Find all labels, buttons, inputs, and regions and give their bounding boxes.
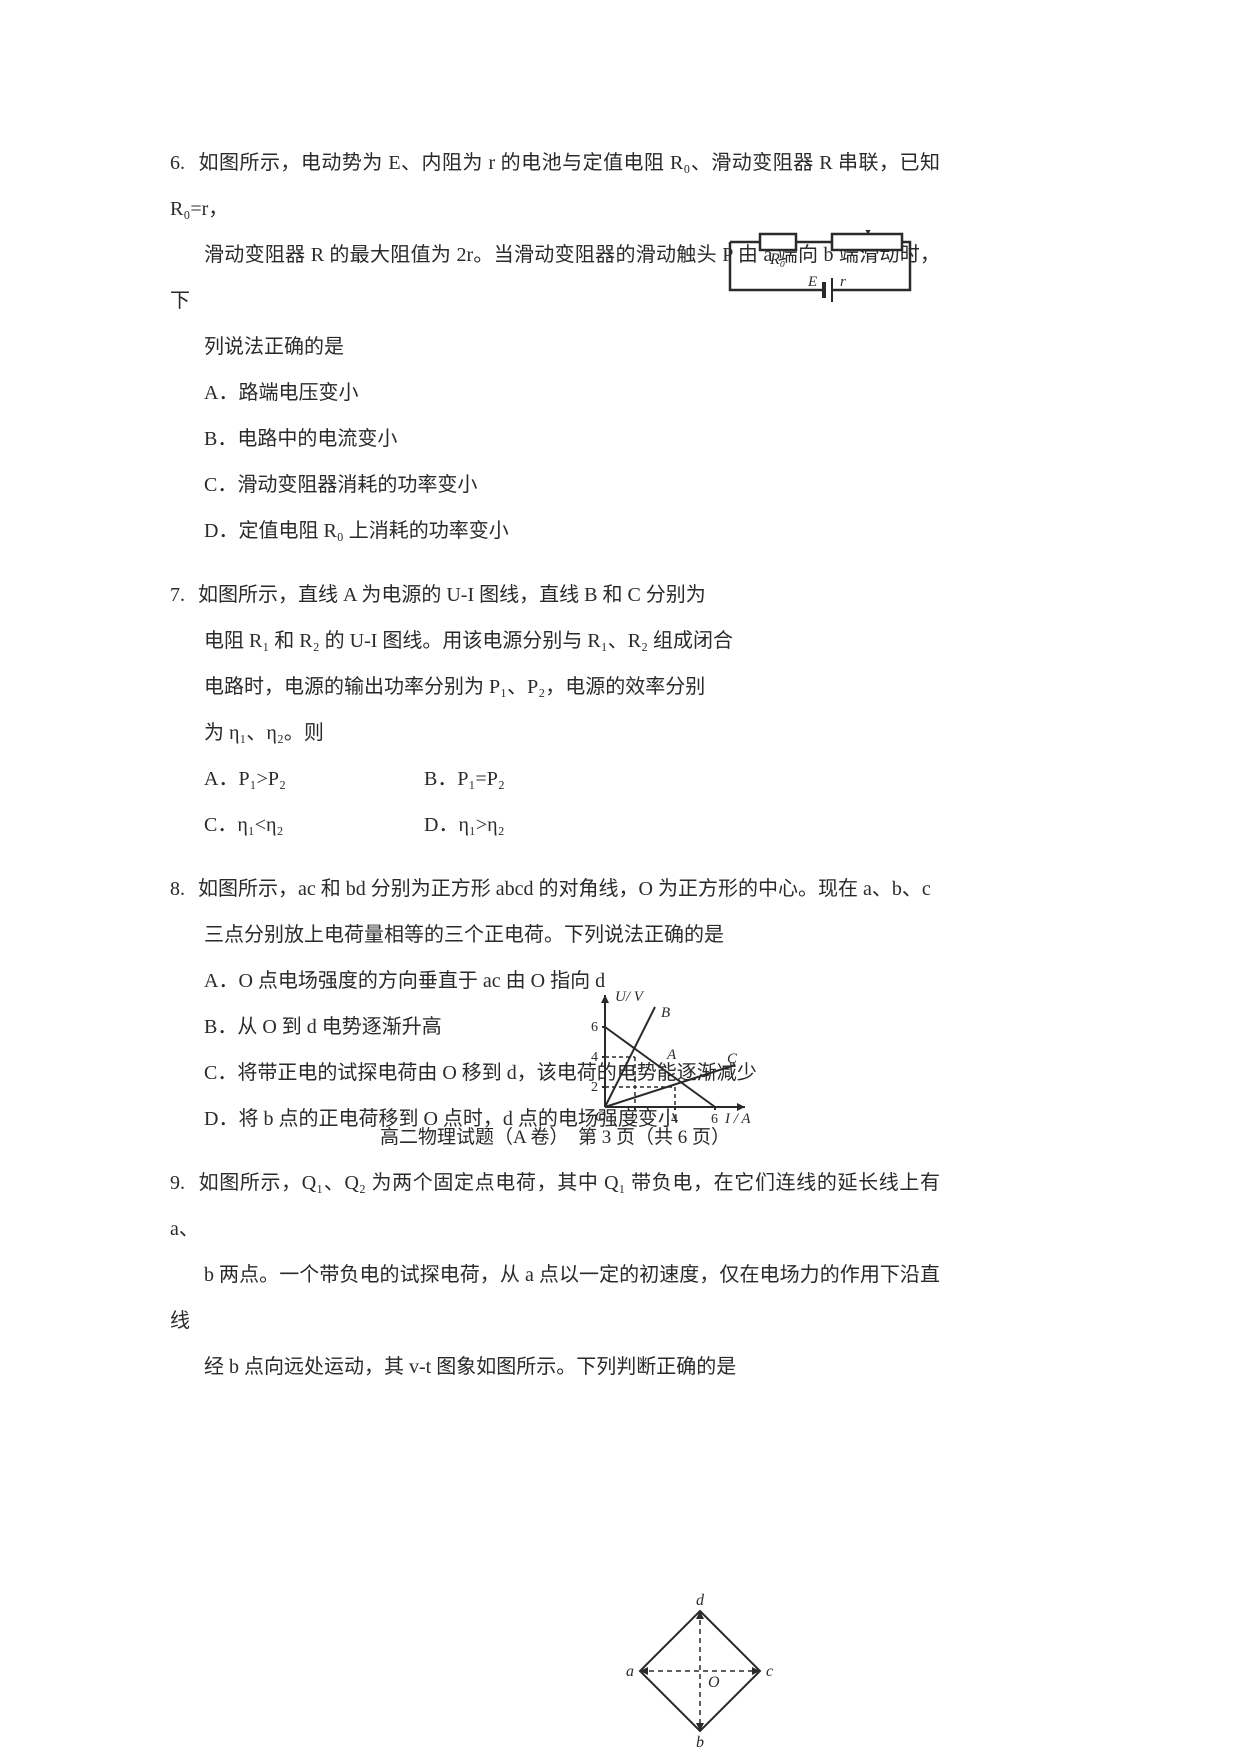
q8-label-b: b bbox=[696, 1734, 704, 1751]
q6-circuit-figure: R₀ P R a b E r bbox=[720, 230, 920, 310]
q7-stem-3: 电路时，电源的输出功率分别为 P₁、P₂，电源的效率分别 bbox=[204, 676, 705, 698]
q8-stem-2: 三点分别放上电荷量相等的三个正电荷。下列说法正确的是 bbox=[204, 924, 724, 946]
q9-number: 9. bbox=[170, 1160, 198, 1206]
q6-label-E: E bbox=[807, 274, 817, 290]
q6-stem-3: 列说法正确的是 bbox=[204, 336, 344, 358]
q8-stem-1: 如图所示，ac 和 bd 分别为正方形 abcd 的对角线，O 为正方形的中心。… bbox=[198, 878, 931, 900]
question-6: 6.如图所示，电动势为 E、内阻为 r 的电池与定值电阻 R₀、滑动变阻器 R … bbox=[170, 140, 940, 554]
q7-number: 7. bbox=[170, 572, 198, 618]
q8-opt-b: B．从 O 到 d 电势逐渐升高 bbox=[204, 1004, 940, 1050]
q8-label-O: O bbox=[708, 1674, 720, 1691]
question-7: 7.如图所示，直线 A 为电源的 U-I 图线，直线 B 和 C 分别为 电阻 … bbox=[170, 572, 940, 848]
q7-stem-1: 如图所示，直线 A 为电源的 U-I 图线，直线 B 和 C 分别为 bbox=[198, 584, 706, 606]
q6-opt-a: A．路端电压变小 bbox=[204, 370, 940, 416]
q7-opt-d: D．η₁>η₂ bbox=[424, 802, 644, 848]
q8-label-c: c bbox=[766, 1663, 773, 1680]
q8-number: 8. bbox=[170, 866, 198, 912]
q8-opt-a: A．O 点电场强度的方向垂直于 ac 由 O 指向 d bbox=[204, 958, 940, 1004]
q7-opt-c: C．η₁<η₂ bbox=[204, 802, 424, 848]
q6-opt-d: D．定值电阻 R₀ 上消耗的功率变小 bbox=[204, 508, 940, 554]
q7-stem-4: 为 η₁、η₂。则 bbox=[204, 722, 324, 744]
q6-opt-b: B．电路中的电流变小 bbox=[204, 416, 940, 462]
q7-opt-a: A．P₁>P₂ bbox=[204, 756, 424, 802]
q9-stem-1: 如图所示，Q₁、Q₂ 为两个固定点电荷，其中 Q₁ 带负电，在它们连线的延长线上… bbox=[170, 1172, 940, 1240]
q6-label-R: R bbox=[906, 230, 916, 234]
q6-opt-c: C．滑动变阻器消耗的功率变小 bbox=[204, 462, 940, 508]
q8-label-d: d bbox=[696, 1592, 705, 1609]
q9-stem-2: b 两点。一个带负电的试探电荷，从 a 点以一定的初速度，仅在电场力的作用下沿直… bbox=[170, 1264, 940, 1332]
q6-number: 6. bbox=[170, 140, 198, 186]
q7-opt-b: B．P₁=P₂ bbox=[424, 756, 644, 802]
page-footer: 高二物理试题（A 卷） 第 3 页（共 6 页） bbox=[170, 1122, 940, 1149]
q8-square-figure: d b a c O bbox=[620, 1591, 780, 1751]
q8-opt-c: C．将带正电的试探电荷由 O 移到 d，该电荷的电势能逐渐减少 bbox=[204, 1050, 940, 1096]
q9-stem-3: 经 b 点向远处运动，其 v-t 图象如图所示。下列判断正确的是 bbox=[204, 1356, 736, 1378]
q6-stem-1: 如图所示，电动势为 E、内阻为 r 的电池与定值电阻 R₀、滑动变阻器 R 串联… bbox=[170, 152, 940, 220]
question-9: 9.如图所示，Q₁、Q₂ 为两个固定点电荷，其中 Q₁ 带负电，在它们连线的延长… bbox=[170, 1160, 940, 1390]
question-8: 8.如图所示，ac 和 bd 分别为正方形 abcd 的对角线，O 为正方形的中… bbox=[170, 866, 940, 1142]
q6-label-R0: R₀ bbox=[769, 251, 785, 268]
q8-label-a: a bbox=[626, 1663, 634, 1680]
q6-label-r: r bbox=[840, 274, 846, 290]
q7-stem-2: 电阻 R₁ 和 R₂ 的 U-I 图线。用该电源分别与 R₁、R₂ 组成闭合 bbox=[204, 630, 733, 652]
